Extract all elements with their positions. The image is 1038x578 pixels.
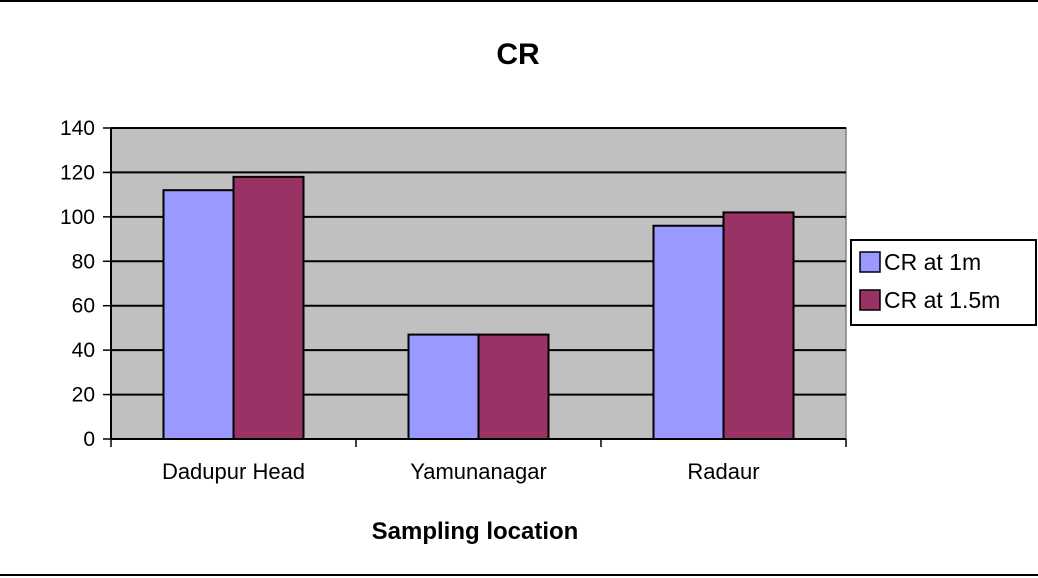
y-tick-label: 0 — [83, 428, 95, 451]
x-category-label: Yamunanagar — [410, 459, 547, 484]
y-tick-label: 80 — [72, 250, 95, 273]
y-tick-label: 140 — [60, 117, 95, 140]
y-tick-label: 60 — [72, 295, 95, 318]
bar-cr-1m-dadupur-head — [162, 189, 235, 440]
bar-cr-1m-yamunanagar — [407, 333, 480, 441]
y-tick-label: 20 — [72, 384, 95, 407]
bar-cr-1-5m-yamunanagar — [477, 333, 550, 441]
y-tick-label: 100 — [60, 206, 95, 229]
bar-cr-1m-radaur — [652, 224, 725, 440]
chart-title: CR — [496, 38, 540, 71]
bar-cr-1-5m-dadupur-head — [232, 175, 305, 440]
legend-label: CR at 1.5m — [884, 287, 1000, 313]
bar-cr-1-5m-radaur — [722, 211, 795, 440]
x-category-label: Radaur — [687, 459, 759, 484]
legend-swatch — [859, 251, 881, 273]
bars — [162, 175, 795, 441]
x-category-label: Dadupur Head — [162, 459, 305, 484]
x-category-labels: Dadupur Head Yamunanagar Radaur — [162, 459, 760, 484]
y-tick-labels: 0 20 40 60 80 100 120 140 — [60, 117, 95, 451]
y-tick-label: 40 — [72, 339, 95, 362]
y-tick-label: 120 — [60, 161, 95, 184]
axes — [103, 127, 847, 447]
legend: CR at 1m CR at 1.5m — [850, 239, 1037, 326]
legend-label: CR at 1m — [884, 249, 981, 275]
x-axis-label: Sampling location — [372, 518, 579, 545]
legend-swatch — [859, 289, 881, 311]
legend-box — [850, 239, 1037, 326]
